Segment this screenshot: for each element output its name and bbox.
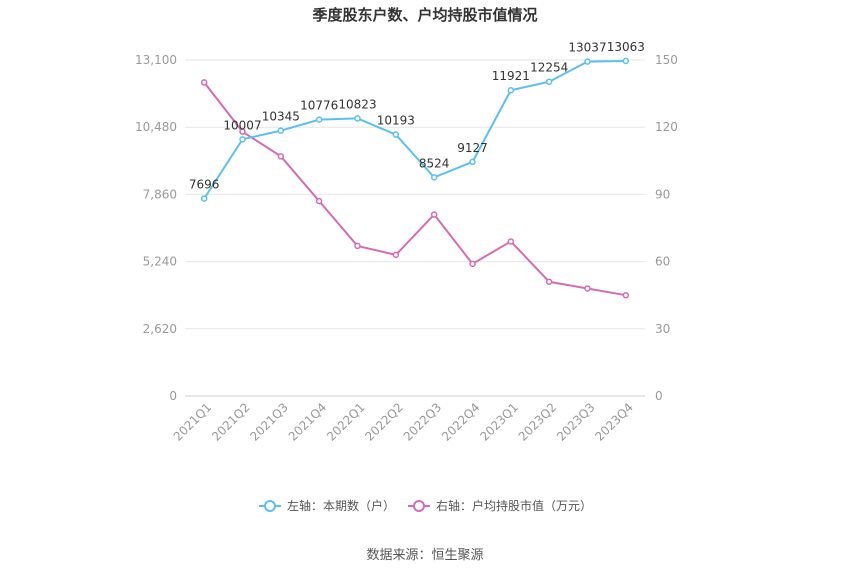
data-label: 8524 — [419, 156, 450, 170]
y-left-tick-label: 7,860 — [143, 187, 177, 201]
data-label: 10345 — [262, 110, 300, 124]
source-note: 数据来源：恒生聚源 — [366, 548, 483, 563]
legend-label: 右轴：户均持股市值（万元） — [436, 498, 592, 513]
x-tick-label: 2021Q2 — [209, 400, 253, 444]
data-point — [315, 116, 323, 123]
data-label: 13037 — [568, 41, 606, 55]
x-tick-label: 2021Q3 — [247, 400, 291, 444]
legend-item-1: 右轴：户均持股市值（万元） — [408, 498, 592, 513]
chart-title: 季度股东户数、户均持股市值情况 — [312, 6, 537, 24]
y-right-tick-label: 90 — [655, 187, 670, 201]
y-right-tick-label: 60 — [655, 255, 670, 269]
data-point — [622, 57, 630, 65]
data-label: 11921 — [492, 69, 530, 83]
data-point — [469, 158, 476, 166]
x-tick-label: 2023Q4 — [592, 400, 636, 444]
data-point — [277, 153, 285, 160]
right-axis: 0 30 60 90 120 150 — [655, 53, 678, 403]
y-right-tick-label: 30 — [655, 322, 670, 336]
data-point — [584, 285, 591, 292]
x-tick-label: 2023Q2 — [516, 400, 560, 444]
x-tick-label: 2021Q4 — [286, 400, 330, 444]
data-point — [277, 127, 285, 134]
data-point — [239, 128, 246, 135]
data-label: 10193 — [377, 114, 415, 128]
data-point — [239, 136, 246, 143]
data-point — [200, 79, 208, 86]
data-point — [507, 86, 515, 94]
data-point — [545, 78, 553, 85]
data-label: 7696 — [189, 178, 220, 192]
grid — [185, 59, 645, 397]
series-line — [203, 59, 626, 200]
data-point — [392, 131, 400, 138]
y-left-tick-label: 5,240 — [143, 255, 177, 269]
x-tick-label: 2021Q1 — [171, 400, 215, 444]
y-left-tick-label: 2,620 — [143, 322, 177, 336]
data-point — [545, 278, 553, 286]
data-point — [507, 238, 515, 245]
data-point — [469, 260, 476, 268]
data-point — [584, 58, 591, 65]
legend-marker — [413, 500, 425, 512]
x-tick-label: 2022Q2 — [362, 400, 406, 444]
data-label: 10776 — [300, 99, 338, 113]
data-label: 9127 — [457, 141, 488, 155]
data-point — [315, 197, 323, 205]
data-label: 10823 — [338, 97, 376, 111]
x-tick-label: 2022Q1 — [324, 400, 368, 444]
data-label: 12254 — [530, 61, 568, 75]
y-right-tick-label: 0 — [655, 389, 663, 403]
x-axis: 2021Q12021Q22021Q32021Q42022Q12022Q22022… — [171, 400, 636, 444]
data-point — [200, 195, 208, 202]
x-tick-label: 2022Q4 — [439, 400, 483, 444]
data-point — [354, 115, 361, 122]
data-point — [622, 291, 630, 299]
data-point — [430, 211, 438, 218]
y-left-tick-label: 0 — [169, 389, 177, 403]
left-axis: 0 2,620 5,240 7,860 10,480 13,100 — [135, 53, 177, 403]
legend-label: 左轴：本期数（户） — [287, 498, 395, 513]
data-point — [430, 174, 438, 181]
data-point — [392, 251, 400, 259]
x-tick-label: 2023Q3 — [554, 400, 598, 444]
data-label: 10007 — [223, 118, 261, 132]
data-point — [354, 242, 361, 250]
y-right-tick-label: 120 — [655, 120, 678, 134]
legend-item-0: 左轴：本期数（户） — [259, 498, 395, 513]
x-tick-label: 2022Q3 — [401, 400, 445, 444]
y-left-tick-label: 13,100 — [135, 53, 177, 67]
y-left-tick-label: 10,480 — [135, 120, 177, 134]
data-label: 13063 — [607, 40, 645, 54]
y-right-tick-label: 150 — [655, 53, 678, 67]
x-tick-label: 2023Q1 — [477, 400, 521, 444]
series-line — [203, 81, 627, 297]
legend: 左轴：本期数（户） 右轴：户均持股市值（万元） — [259, 498, 592, 513]
series-1 — [200, 79, 630, 299]
legend-marker — [264, 500, 276, 512]
